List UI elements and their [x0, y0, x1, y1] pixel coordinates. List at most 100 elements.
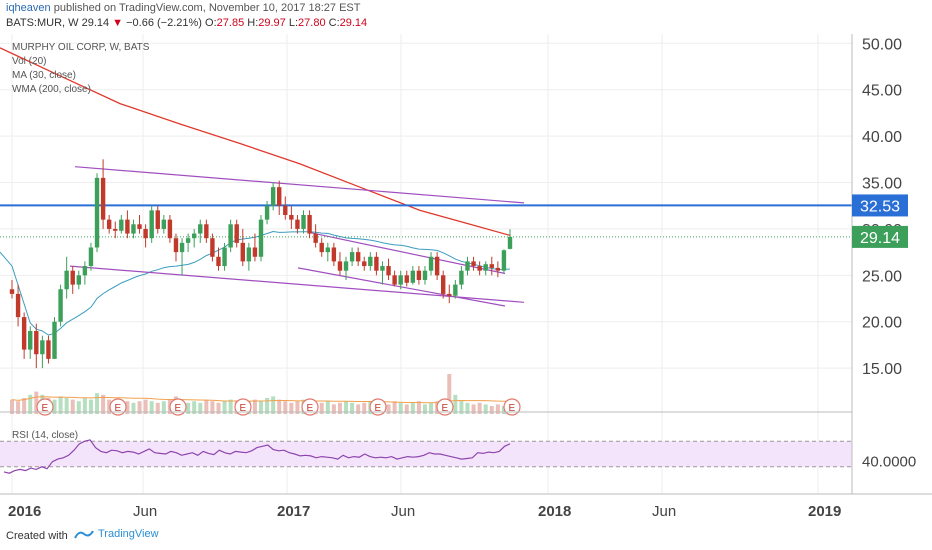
volume-bar: [344, 401, 349, 414]
y-tick-label: 25.00: [862, 268, 902, 285]
x-tick-label: 2016: [8, 503, 41, 520]
candle-body: [167, 219, 173, 239]
volume-bar: [489, 406, 494, 414]
volume-bar: [319, 402, 324, 414]
candle-body: [307, 215, 312, 234]
candle-body: [155, 210, 160, 229]
volume-bar: [28, 394, 33, 414]
volume-bar: [88, 399, 93, 414]
candle-body: [283, 205, 288, 215]
candle-body: [465, 261, 470, 271]
candle-body: [106, 219, 112, 229]
volume-bar: [216, 402, 221, 414]
candle-body: [46, 340, 51, 359]
volume-bar: [198, 402, 203, 414]
candle-body: [507, 236, 513, 249]
x-tick-label: Jun: [652, 503, 676, 520]
earnings-marker-icon: [301, 398, 319, 416]
candle-body: [301, 215, 306, 229]
volume-bar: [404, 404, 409, 414]
earnings-marker-label: E: [115, 403, 122, 414]
candle-body: [258, 219, 264, 257]
volume-bar: [131, 402, 136, 414]
volume-bar: [277, 399, 282, 414]
candle-body: [9, 289, 15, 294]
candle-body: [434, 256, 440, 276]
earnings-marker-icon: [503, 398, 521, 416]
candle-body: [270, 187, 276, 206]
ma-30-line: [0, 230, 511, 336]
earnings-marker-label: E: [307, 403, 314, 414]
price-change: −0.66 (−2.21%): [126, 17, 202, 29]
candle-body: [179, 242, 185, 253]
y-tick-label: 20.00: [862, 315, 902, 332]
candle-body: [325, 247, 331, 253]
candle-body: [34, 331, 39, 355]
candle-body: [161, 219, 167, 229]
volume-bar: [422, 404, 427, 414]
low-label: L:: [288, 17, 299, 29]
volume-bar: [392, 401, 397, 414]
candle-body: [185, 238, 191, 243]
candle-body: [15, 293, 21, 318]
resistance-price-tag: [852, 194, 908, 217]
earnings-marker-label: E: [240, 403, 247, 414]
x-tick-label: 2017: [277, 503, 310, 520]
volume-bar: [477, 402, 482, 414]
candle-body: [137, 224, 142, 229]
earnings-marker-label: E: [509, 403, 516, 414]
candle-body: [477, 266, 482, 271]
candle-body: [82, 266, 88, 276]
candle-body: [125, 219, 130, 234]
high-value: 29.97: [258, 17, 286, 29]
volume-bar: [149, 401, 154, 414]
candle-body: [471, 261, 476, 267]
volume-bar: [58, 396, 63, 414]
earnings-marker-label: E: [42, 403, 49, 414]
low-value: 27.80: [298, 17, 326, 29]
open-label: O:: [205, 17, 217, 29]
tradingview-brand[interactable]: TradingView: [74, 528, 159, 540]
candle-body: [459, 270, 464, 285]
legend-vol: Vol (20): [12, 56, 46, 67]
candle-body: [28, 331, 33, 350]
y-tick-label: 35.00: [862, 176, 902, 193]
y-tick-label: 40.00: [862, 129, 902, 146]
wma-200-line: [0, 47, 511, 237]
channel-bottom-line: [69, 265, 525, 303]
candle-body: [380, 266, 385, 271]
candle-body: [495, 267, 501, 271]
volume-bar: [76, 401, 81, 414]
candle-body: [264, 205, 270, 220]
candle-body: [131, 224, 136, 234]
candle-body: [337, 261, 343, 271]
price-axis: [852, 34, 932, 494]
volume-bar: [228, 399, 233, 414]
candle-body: [252, 247, 258, 257]
candle-body: [216, 256, 221, 267]
candle-body: [489, 264, 494, 268]
volume-bar: [410, 402, 415, 414]
volume-bar: [137, 401, 142, 414]
volume-bar: [283, 401, 288, 414]
volume-bar: [453, 394, 458, 414]
candle-body: [204, 224, 209, 239]
candle-body: [428, 256, 434, 271]
volume-bar: [429, 402, 434, 414]
volume-bar: [398, 402, 403, 414]
candle-body: [319, 242, 324, 253]
author-link[interactable]: iqheaven: [6, 2, 51, 14]
resistance-price-label: 32.53: [860, 198, 900, 215]
candle-body: [228, 224, 233, 248]
channel-top-line: [74, 166, 525, 204]
candle-body: [64, 270, 69, 290]
earnings-marker-label: E: [375, 403, 382, 414]
candle-body: [240, 242, 245, 262]
candle-body: [362, 261, 367, 267]
candle-body: [52, 321, 57, 359]
y-tick-label: 50.00: [862, 36, 902, 53]
rsi-legend: RSI (14, close): [12, 430, 78, 441]
earnings-marker-icon: [36, 398, 54, 416]
